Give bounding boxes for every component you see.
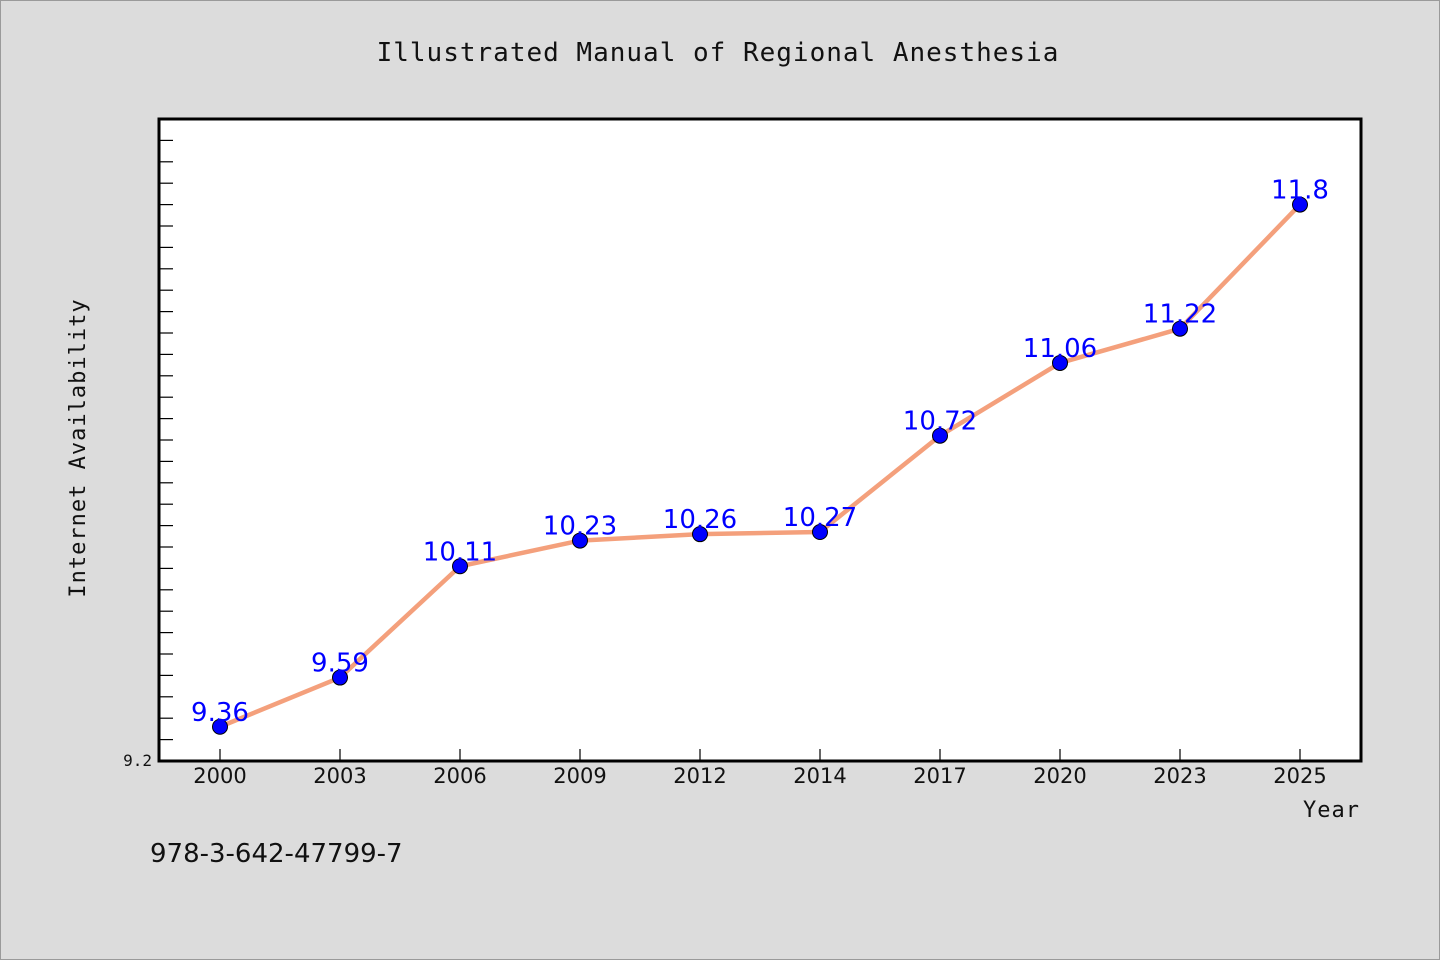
data-label: 9.36: [191, 698, 249, 728]
x-tick-label: 2023: [1153, 764, 1206, 788]
data-label: 10.72: [903, 407, 977, 437]
data-point: [1052, 354, 1068, 371]
data-point: [1172, 320, 1188, 337]
data-point: [572, 532, 588, 549]
y-tick-label-min: 9.2: [123, 751, 152, 770]
data-point: [212, 718, 228, 735]
x-tick-label: 2025: [1273, 764, 1326, 788]
x-axis-ticks: 2000 2003 2006 2009 2012 2014 2017 2020 2023 2025: [193, 749, 1327, 788]
series-line: [217, 202, 1303, 730]
series-group: 9.36 9.59 10.11 10.23 10.26 10.27 10.72 11.06 11…: [191, 176, 1329, 735]
data-label: 11.22: [1143, 300, 1217, 330]
x-tick-label: 2014: [793, 764, 846, 788]
y-axis-title: Internet Availability: [66, 298, 91, 597]
x-tick-label: 2009: [553, 764, 606, 788]
x-tick-label: 2012: [673, 764, 726, 788]
data-label: 10.23: [543, 512, 617, 542]
x-tick-label: 2020: [1033, 764, 1086, 788]
plot-area: [157, 117, 1363, 763]
data-label: 9.59: [311, 649, 369, 679]
data-label: 11.8: [1271, 176, 1329, 206]
data-label: 10.26: [663, 505, 737, 535]
chart-title: Illustrated Manual of Regional Anesthesi…: [377, 38, 1060, 68]
x-axis-title: Year: [1303, 798, 1360, 823]
x-tick-label: 2017: [913, 764, 966, 788]
data-point: [452, 558, 468, 575]
data-label: 10.11: [423, 537, 497, 567]
data-point: [692, 526, 708, 543]
x-tick-label: 2006: [433, 764, 486, 788]
isbn-footer: 978-3-642-47799-7: [150, 839, 403, 869]
data-point: [812, 524, 828, 541]
y-axis-ticks: [159, 139, 173, 741]
x-tick-label: 2000: [193, 764, 246, 788]
data-point: [932, 427, 948, 444]
x-tick-label: 2003: [313, 764, 366, 788]
data-label: 10.27: [783, 503, 857, 533]
data-label: 11.06: [1023, 334, 1097, 364]
data-point: [1292, 196, 1308, 213]
data-point: [332, 669, 348, 686]
